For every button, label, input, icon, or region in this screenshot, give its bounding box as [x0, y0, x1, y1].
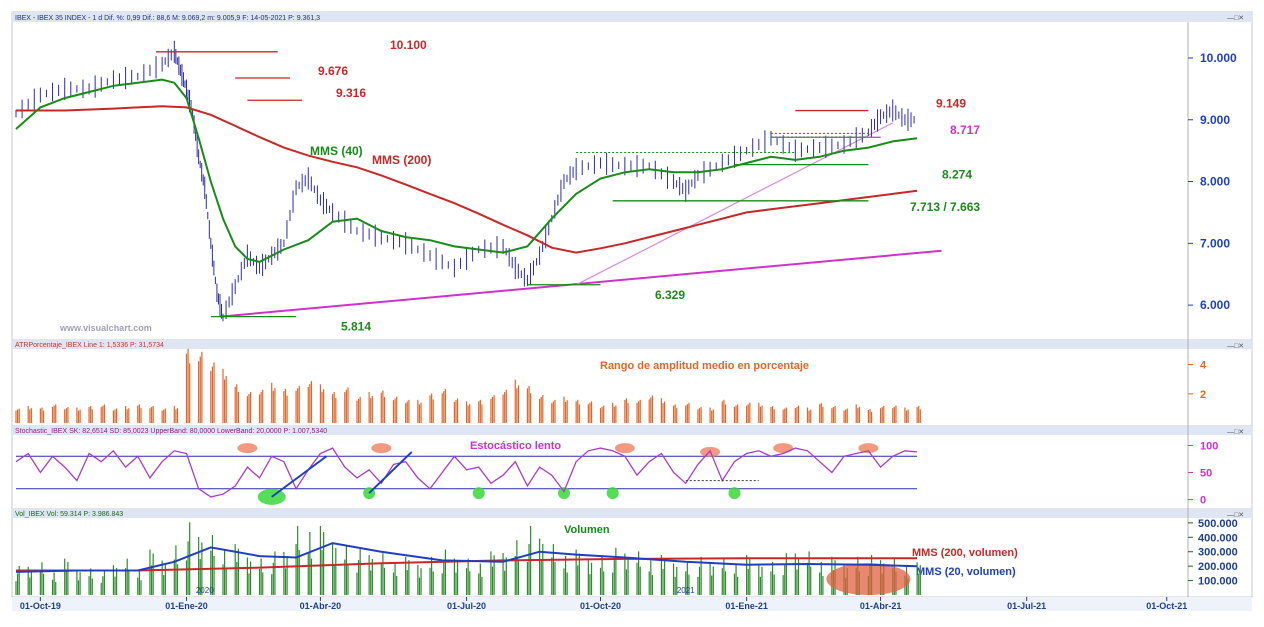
level-label: 9.316 — [336, 86, 366, 100]
vol-legend-20: MMS (20, volumen) — [916, 566, 1016, 578]
stoch-panel-header: Stochastic_IBEX SK: 82,6514 SD: 85,0023 … — [15, 428, 327, 435]
overbought-highlight — [614, 443, 635, 454]
trendline-long — [220, 249, 942, 318]
stoch-line — [15, 447, 918, 498]
y-tick-label: 100 — [1200, 440, 1218, 452]
oversold-highlight — [557, 487, 570, 500]
mms200-line — [16, 105, 918, 254]
y-tick-label: 0 — [1200, 495, 1206, 507]
x-tick-label: 01-Ene-21 — [725, 601, 768, 611]
atr-panel: ATRPorcentaje_IBEX Line 1: 1,5336 P: 31,… — [11, 339, 1253, 427]
overbought-highlight — [371, 443, 392, 454]
level-label: 8.274 — [942, 168, 972, 182]
atr-plot: 42 — [15, 348, 1207, 423]
level-label: 8.717 — [950, 123, 980, 137]
atr-panel-header: ATRPorcentaje_IBEX Line 1: 1,5336 P: 31,… — [15, 342, 164, 349]
y-tick-label: 500.000 — [1198, 518, 1238, 530]
year-label: 2021 — [677, 586, 695, 595]
vol-legend-200: MMS (200, volumen) — [912, 547, 1018, 559]
y-tick-label: 4 — [1200, 360, 1207, 372]
window-controls: —□✕ —□✕ —□✕ —□✕ — [1226, 13, 1250, 519]
atr-label: Rango de amplitud medio en porcentaje — [600, 360, 809, 372]
panel-controls-icon[interactable]: —□✕ — [1227, 429, 1244, 436]
y-tick-label: 8.000 — [1200, 175, 1230, 189]
panel-controls-icon[interactable]: —□✕ — [1227, 512, 1244, 519]
stoch-plot: 100 50 0 — [15, 440, 1218, 507]
stoch-label: Estocástico lento — [470, 440, 561, 452]
mms40-line — [15, 78, 918, 263]
trendline-short — [575, 122, 894, 286]
x-tick-label: 01-Jul-21 — [1007, 601, 1046, 611]
oversold-highlight — [728, 487, 741, 500]
x-tick-label: 01-Oct-20 — [580, 601, 621, 611]
level-label: 6.329 — [655, 288, 685, 302]
x-tick-label: 01-Abr-21 — [860, 601, 902, 611]
overbought-highlight — [773, 443, 794, 454]
divergence-line — [368, 451, 413, 494]
price-panel-header: IBEX - IBEX 35 INDEX - 1 d Dif. %: 0,99 … — [15, 15, 320, 22]
mms40-label: MMS (40) — [310, 144, 363, 158]
vol-mms200-line — [16, 557, 918, 572]
volume-highlight — [826, 563, 911, 596]
y-tick-label: 6.000 — [1200, 298, 1230, 312]
divergence-line — [271, 455, 328, 498]
level-label: 9.676 — [318, 64, 348, 78]
level-label: 7.713 / 7.663 — [910, 200, 980, 214]
y-tick-label: 50 — [1200, 468, 1212, 480]
y-tick-label: 400.000 — [1198, 532, 1238, 544]
price-panel: IBEX - IBEX 35 INDEX - 1 d Dif. %: 0,99 … — [11, 11, 1253, 341]
level-label: 5.814 — [341, 320, 371, 334]
x-tick-label: 01-Jul-20 — [447, 601, 486, 611]
vol-mms20-line — [15, 542, 918, 573]
mms200-label: MMS (200) — [372, 153, 431, 167]
level-label: 9.149 — [936, 97, 966, 111]
y-tick-label: 100.000 — [1198, 576, 1238, 588]
x-tick-label: 01-Abr-20 — [300, 601, 342, 611]
y-tick-label: 200.000 — [1198, 561, 1238, 573]
y-tick-label: 7.000 — [1200, 236, 1230, 250]
x-axis: 01-Oct-19 01-Ene-20 01-Abr-20 01-Jul-20 01-O… — [12, 586, 1252, 611]
vol-plot: 500.000 400.000 300.000 200.000 100.000 — [15, 518, 1238, 596]
level-label: 10.100 — [390, 38, 427, 52]
vol-label: Volumen — [564, 524, 610, 536]
overbought-highlight — [858, 443, 879, 454]
x-tick-label: 01-Ene-20 — [165, 601, 208, 611]
year-label: 2020 — [196, 586, 214, 595]
oversold-highlight — [472, 487, 485, 500]
overbought-highlight — [237, 443, 258, 454]
vol-panel-header: Vol_IBEX Vol: 59.314 P: 3.986.843 — [15, 511, 123, 518]
x-axis-band — [12, 597, 1252, 611]
watermark: www.visualchart.com — [59, 323, 152, 333]
y-tick-label: 300.000 — [1198, 547, 1238, 559]
y-tick-label: 10.000 — [1200, 51, 1237, 65]
y-tick-label: 9.000 — [1200, 113, 1230, 127]
panel-controls-icon[interactable]: —□✕ — [1227, 15, 1244, 22]
x-tick-label: 01-Oct-19 — [20, 601, 61, 611]
price-plot: 10.000 9.000 8.000 7.000 6.000 10.100 9.676 9.3… — [15, 38, 1237, 334]
panel-controls-icon[interactable]: —□✕ — [1227, 343, 1244, 350]
oversold-highlight — [606, 487, 619, 500]
x-tick-label: 01-Oct-21 — [1146, 601, 1187, 611]
y-tick-label: 2 — [1200, 389, 1206, 401]
